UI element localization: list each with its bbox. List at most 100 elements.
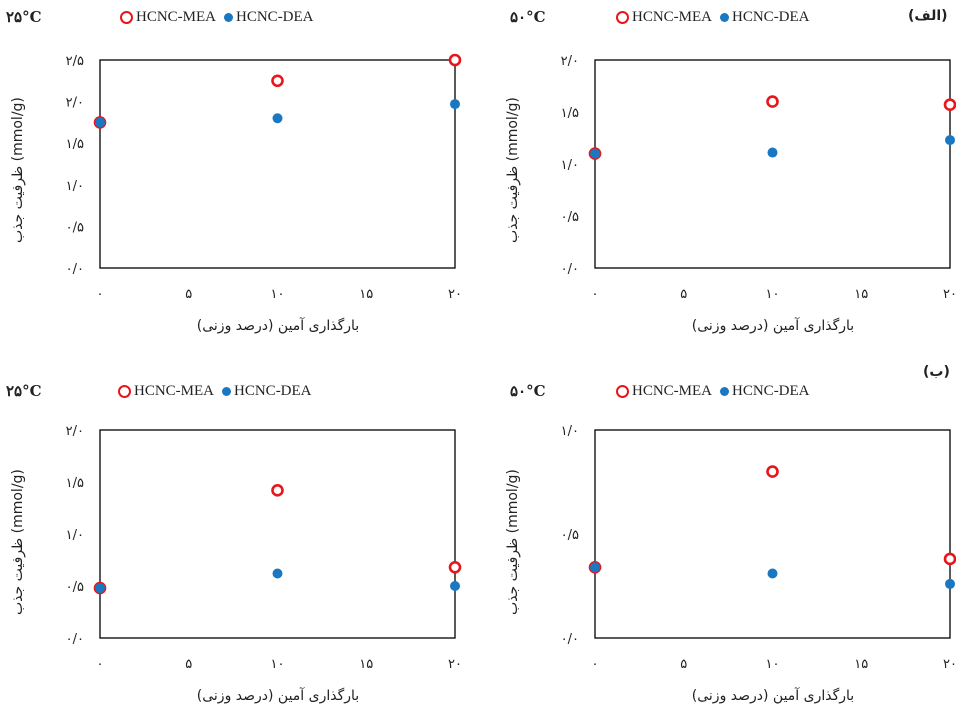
- x-tick-label: ۵: [680, 287, 687, 302]
- scatter-chart: ۰/۰ ۰/۵ ۱/۰ ۱/۵ ۲/۰ ۰ ۵ ۱۰ ۱۵ ۲۰: [66, 424, 462, 672]
- scatter-chart: ۰/۰ ۰/۵ ۱/۰ ۱/۵ ۲/۰ ۰ ۵ ۱۰ ۱۵ ۲۰: [561, 54, 956, 302]
- chart-panel-top-right: ۵۰°C HCNC-MEA HCNC-DEA (الف) ۰/۰ ۰/۵ ۱/۰ ۱/…: [478, 0, 956, 355]
- open-circle-marker-icon: [616, 385, 629, 398]
- data-point-mea: [943, 552, 956, 566]
- y-tick-label: ۰/۰: [561, 262, 579, 277]
- legend: HCNC-MEA HCNC-DEA: [120, 9, 322, 26]
- y-axis-title: ظرفیت جذب (mmol/g): [10, 469, 26, 615]
- x-tick-label: ۰: [592, 657, 599, 672]
- y-tick-label: ۰/۵: [66, 580, 84, 595]
- y-tick-label: ۱/۰: [561, 158, 579, 173]
- temperature-label: ۵۰°C: [510, 8, 546, 26]
- temperature-label: ۵۰°C: [510, 382, 546, 400]
- plot-frame: [594, 59, 951, 269]
- data-point-dea: [767, 147, 778, 158]
- y-tick-label: ۱/۰: [66, 179, 84, 194]
- data-point-dea: [272, 568, 283, 579]
- section-label-alef: (الف): [908, 8, 948, 24]
- x-tick-label: ۱۵: [359, 657, 373, 672]
- y-tick-label: ۲/۰: [561, 54, 579, 69]
- data-point-dea: [945, 135, 955, 146]
- data-point-dea: [95, 117, 105, 128]
- filled-circle-marker-icon: [720, 13, 730, 22]
- data-point-mea: [448, 53, 462, 67]
- legend: HCNC-MEA HCNC-DEA: [616, 383, 818, 400]
- x-tick-label: ۱۰: [766, 287, 780, 302]
- x-tick-label: ۵: [680, 657, 687, 672]
- filled-circle-marker-icon: [224, 13, 234, 22]
- legend-item-mea: HCNC-MEA: [616, 9, 712, 26]
- data-point-mea: [766, 95, 779, 108]
- x-tick-label: ۱۵: [854, 287, 868, 302]
- data-point-dea: [590, 562, 600, 573]
- x-tick-label: ۲۰: [943, 657, 956, 672]
- x-tick-label: ۵: [185, 657, 192, 672]
- data-point-mea: [766, 465, 779, 478]
- plot-frame: [99, 59, 456, 269]
- data-point-mea: [271, 74, 284, 88]
- data-point-dea: [450, 581, 460, 591]
- legend-item-dea: HCNC-DEA: [720, 9, 810, 26]
- data-point-dea: [590, 148, 600, 159]
- y-tick-label: ۱/۵: [66, 137, 84, 152]
- open-circle-marker-icon: [616, 11, 629, 24]
- x-tick-label: ۱۵: [359, 287, 373, 302]
- y-tick-label: ۱/۰: [561, 424, 579, 439]
- filled-circle-marker-icon: [720, 387, 730, 396]
- filled-circle-marker-icon: [222, 387, 232, 396]
- chart-panel-top-left: ۲۵°C HCNC-MEA HCNC-DEA ۰/۰ ۰/۵ ۱/۰ ۱/۵ ۲/۰ ۲/…: [0, 0, 478, 355]
- y-axis-title: ظرفیت جذب (mmol/g): [505, 97, 521, 243]
- section-label-be: (ب): [923, 364, 950, 380]
- temperature-label: ۲۵°C: [6, 382, 42, 400]
- y-tick-label: ۰/۵: [561, 210, 579, 225]
- legend-item-mea: HCNC-MEA: [616, 383, 712, 400]
- y-tick-label: ۰/۰: [561, 632, 579, 647]
- data-point-mea: [448, 560, 462, 574]
- y-tick-label: ۰/۵: [561, 528, 579, 543]
- y-axis-title: ظرفیت جذب (mmol/g): [505, 469, 521, 615]
- data-point-mea: [271, 484, 284, 497]
- x-tick-label: ۰: [97, 657, 104, 672]
- legend-item-mea: HCNC-MEA: [120, 9, 216, 26]
- data-point-dea: [767, 568, 778, 579]
- y-tick-label: ۲/۰: [66, 424, 84, 439]
- plot-frame: [99, 429, 456, 639]
- plot-frame: [594, 429, 951, 639]
- data-point-dea: [95, 583, 105, 594]
- x-tick-label: ۲۰: [943, 287, 956, 302]
- legend: HCNC-MEA HCNC-DEA: [616, 9, 818, 26]
- data-point-dea: [272, 113, 283, 124]
- x-tick-label: ۱۰: [766, 657, 780, 672]
- data-point-mea: [943, 98, 956, 112]
- legend-item-dea: HCNC-DEA: [720, 383, 810, 400]
- temperature-label: ۲۵°C: [6, 8, 42, 26]
- x-axis-title: بارگذاری آمین (درصد وزنی): [196, 688, 360, 704]
- y-tick-label: ۱/۵: [66, 476, 84, 491]
- y-tick-label: ۲/۵: [66, 54, 84, 69]
- y-tick-label: ۱/۰: [66, 528, 84, 543]
- chart-panel-bottom-right: ۵۰°C HCNC-MEA HCNC-DEA (ب) ۰/۰ ۰/۵ ۱/۰ ۰ ۵ ۱۰…: [478, 356, 956, 711]
- data-point-dea: [945, 578, 955, 589]
- legend-item-dea: HCNC-DEA: [222, 383, 312, 400]
- x-tick-label: ۵: [185, 287, 192, 302]
- x-tick-label: ۲۰: [448, 657, 462, 672]
- y-tick-label: ۲/۰: [66, 96, 84, 111]
- y-tick-label: ۱/۵: [561, 106, 579, 121]
- y-tick-label: ۰/۰: [66, 632, 84, 647]
- open-circle-marker-icon: [118, 385, 131, 398]
- open-circle-marker-icon: [120, 11, 133, 24]
- data-point-dea: [450, 99, 460, 110]
- x-axis-title: بارگذاری آمین (درصد وزنی): [691, 688, 855, 704]
- x-axis-title: بارگذاری آمین (درصد وزنی): [691, 318, 855, 334]
- x-tick-label: ۰: [97, 287, 104, 302]
- legend: HCNC-MEA HCNC-DEA: [118, 383, 320, 400]
- y-tick-label: ۰/۰: [66, 262, 84, 277]
- legend-item-dea: HCNC-DEA: [224, 9, 314, 26]
- chart-panel-bottom-left: ۲۵°C HCNC-MEA HCNC-DEA ۰/۰ ۰/۵ ۱/۰ ۱/۵ ۲/۰ ۰ ۵…: [0, 356, 478, 711]
- x-tick-label: ۱۵: [854, 657, 868, 672]
- x-tick-label: ۱۰: [271, 287, 285, 302]
- x-axis-title: بارگذاری آمین (درصد وزنی): [196, 318, 360, 334]
- x-tick-label: ۲۰: [448, 287, 462, 302]
- legend-item-mea: HCNC-MEA: [118, 383, 214, 400]
- x-tick-label: ۱۰: [271, 657, 285, 672]
